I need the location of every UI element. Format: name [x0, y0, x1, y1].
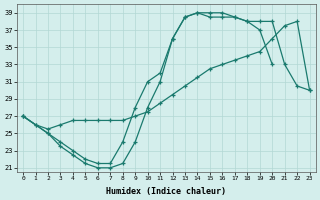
X-axis label: Humidex (Indice chaleur): Humidex (Indice chaleur): [106, 187, 226, 196]
